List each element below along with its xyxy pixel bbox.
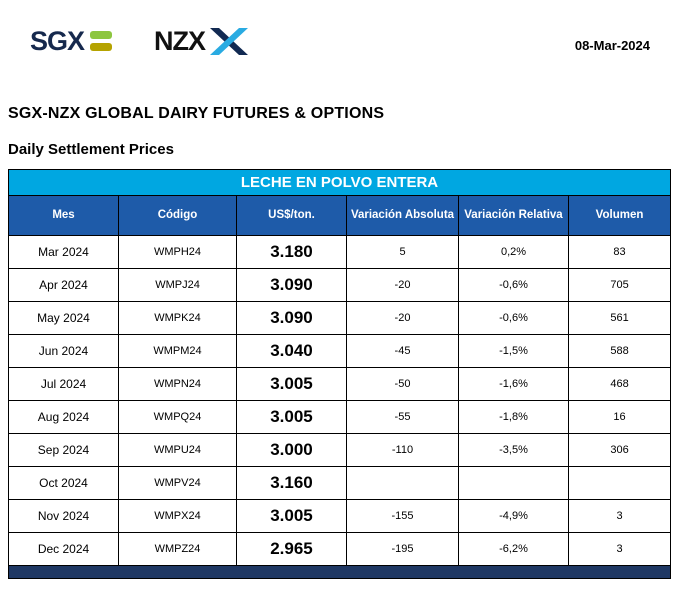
cell-mes: May 2024	[8, 301, 119, 335]
cell-variacion-relativa: -1,8%	[458, 400, 569, 434]
sgx-bars-icon	[90, 30, 113, 53]
cell-variacion-relativa: -6,2%	[458, 532, 569, 566]
table-footer-bar	[7, 565, 672, 579]
page-title: SGX-NZX GLOBAL DAIRY FUTURES & OPTIONS	[8, 105, 385, 122]
cell-variacion-relativa: -4,9%	[458, 499, 569, 533]
cell-mes: Aug 2024	[8, 400, 119, 434]
cell-variacion-absoluta: -45	[346, 334, 459, 368]
cell-volumen: 588	[567, 334, 672, 368]
cell-volumen	[567, 466, 672, 500]
cell-codigo: WMPX24	[118, 499, 237, 533]
cell-volumen: 3	[567, 532, 672, 566]
cell-variacion-relativa: 0,2%	[458, 235, 569, 269]
cell-precio: 3.090	[236, 268, 347, 302]
cell-volumen: 3	[567, 499, 672, 533]
col-header-precio: US$/ton.	[236, 195, 347, 236]
table-body: Mar 2024 WMPH24 3.180 5 0,2% 83 Apr 2024…	[8, 235, 672, 566]
cell-mes: Apr 2024	[8, 268, 119, 302]
col-header-codigo: Código	[118, 195, 237, 236]
report-date: 08-Mar-2024	[574, 38, 650, 53]
col-header-volumen: Volumen	[567, 195, 672, 236]
cell-variacion-relativa: -0,6%	[458, 301, 569, 335]
cell-variacion-absoluta	[346, 466, 459, 500]
cell-codigo: WMPV24	[118, 466, 237, 500]
cell-codigo: WMPU24	[118, 433, 237, 467]
cell-precio: 3.005	[236, 367, 347, 401]
cell-volumen: 561	[567, 301, 672, 335]
cell-mes: Nov 2024	[8, 499, 119, 533]
table-row: Mar 2024 WMPH24 3.180 5 0,2% 83	[8, 235, 672, 269]
cell-variacion-absoluta: -20	[346, 268, 459, 302]
table-row: May 2024 WMPK24 3.090 -20 -0,6% 561	[8, 301, 672, 335]
cell-codigo: WMPQ24	[118, 400, 237, 434]
sgx-logo-text: SGX	[30, 26, 85, 56]
cell-variacion-absoluta: -50	[346, 367, 459, 401]
cell-precio: 3.090	[236, 301, 347, 335]
cell-variacion-absoluta: -195	[346, 532, 459, 566]
cell-codigo: WMPK24	[118, 301, 237, 335]
cell-mes: Mar 2024	[8, 235, 119, 269]
cell-codigo: WMPM24	[118, 334, 237, 368]
col-header-var-abs: Variación Absoluta	[346, 195, 459, 236]
cell-variacion-absoluta: -55	[346, 400, 459, 434]
nzx-logo: NZX	[154, 26, 249, 57]
cell-codigo: WMPZ24	[118, 532, 237, 566]
cell-codigo: WMPH24	[118, 235, 237, 269]
settlement-prices-table: LECHE EN POLVO ENTERA Mes Código US$/ton…	[7, 169, 672, 579]
table-row: Sep 2024 WMPU24 3.000 -110 -3,5% 306	[8, 433, 672, 467]
cell-precio: 2.965	[236, 532, 347, 566]
cell-variacion-relativa: -1,5%	[458, 334, 569, 368]
cell-mes: Jun 2024	[8, 334, 119, 368]
cell-volumen: 83	[567, 235, 672, 269]
cell-variacion-relativa	[458, 466, 569, 500]
table-row: Dec 2024 WMPZ24 2.965 -195 -6,2% 3	[8, 532, 672, 566]
cell-variacion-absoluta: -110	[346, 433, 459, 467]
table-row: Jun 2024 WMPM24 3.040 -45 -1,5% 588	[8, 334, 672, 368]
cell-codigo: WMPJ24	[118, 268, 237, 302]
table-row: Jul 2024 WMPN24 3.005 -50 -1,6% 468	[8, 367, 672, 401]
col-header-var-rel: Variación Relativa	[458, 195, 569, 236]
cell-variacion-relativa: -1,6%	[458, 367, 569, 401]
cell-mes: Dec 2024	[8, 532, 119, 566]
cell-codigo: WMPN24	[118, 367, 237, 401]
header: SGX NZX 08-Mar-2024	[0, 0, 678, 57]
cell-precio: 3.040	[236, 334, 347, 368]
cell-mes: Jul 2024	[8, 367, 119, 401]
table-row: Apr 2024 WMPJ24 3.090 -20 -0,6% 705	[8, 268, 672, 302]
cell-variacion-absoluta: -155	[346, 499, 459, 533]
cell-precio: 3.180	[236, 235, 347, 269]
col-header-mes: Mes	[8, 195, 119, 236]
nzx-logo-text: NZX	[154, 26, 206, 56]
page-subtitle: Daily Settlement Prices	[8, 141, 174, 158]
cell-mes: Oct 2024	[8, 466, 119, 500]
cell-precio: 3.000	[236, 433, 347, 467]
cell-variacion-absoluta: 5	[346, 235, 459, 269]
cell-volumen: 306	[567, 433, 672, 467]
table-row: Oct 2024 WMPV24 3.160	[8, 466, 672, 500]
cell-volumen: 705	[567, 268, 672, 302]
table-banner-row: LECHE EN POLVO ENTERA	[7, 169, 672, 196]
cell-volumen: 16	[567, 400, 672, 434]
cell-variacion-absoluta: -20	[346, 301, 459, 335]
nzx-x-icon	[210, 28, 249, 55]
logos: SGX NZX	[30, 26, 249, 57]
cell-variacion-relativa: -3,5%	[458, 433, 569, 467]
cell-variacion-relativa: -0,6%	[458, 268, 569, 302]
cell-mes: Sep 2024	[8, 433, 119, 467]
cell-precio: 3.160	[236, 466, 347, 500]
cell-precio: 3.005	[236, 400, 347, 434]
table-banner: LECHE EN POLVO ENTERA	[7, 169, 672, 196]
table-row: Nov 2024 WMPX24 3.005 -155 -4,9% 3	[8, 499, 672, 533]
table-row: Aug 2024 WMPQ24 3.005 -55 -1,8% 16	[8, 400, 672, 434]
cell-precio: 3.005	[236, 499, 347, 533]
table-header-row: Mes Código US$/ton. Variación Absoluta V…	[8, 195, 672, 236]
sgx-logo: SGX	[30, 26, 113, 57]
cell-volumen: 468	[567, 367, 672, 401]
